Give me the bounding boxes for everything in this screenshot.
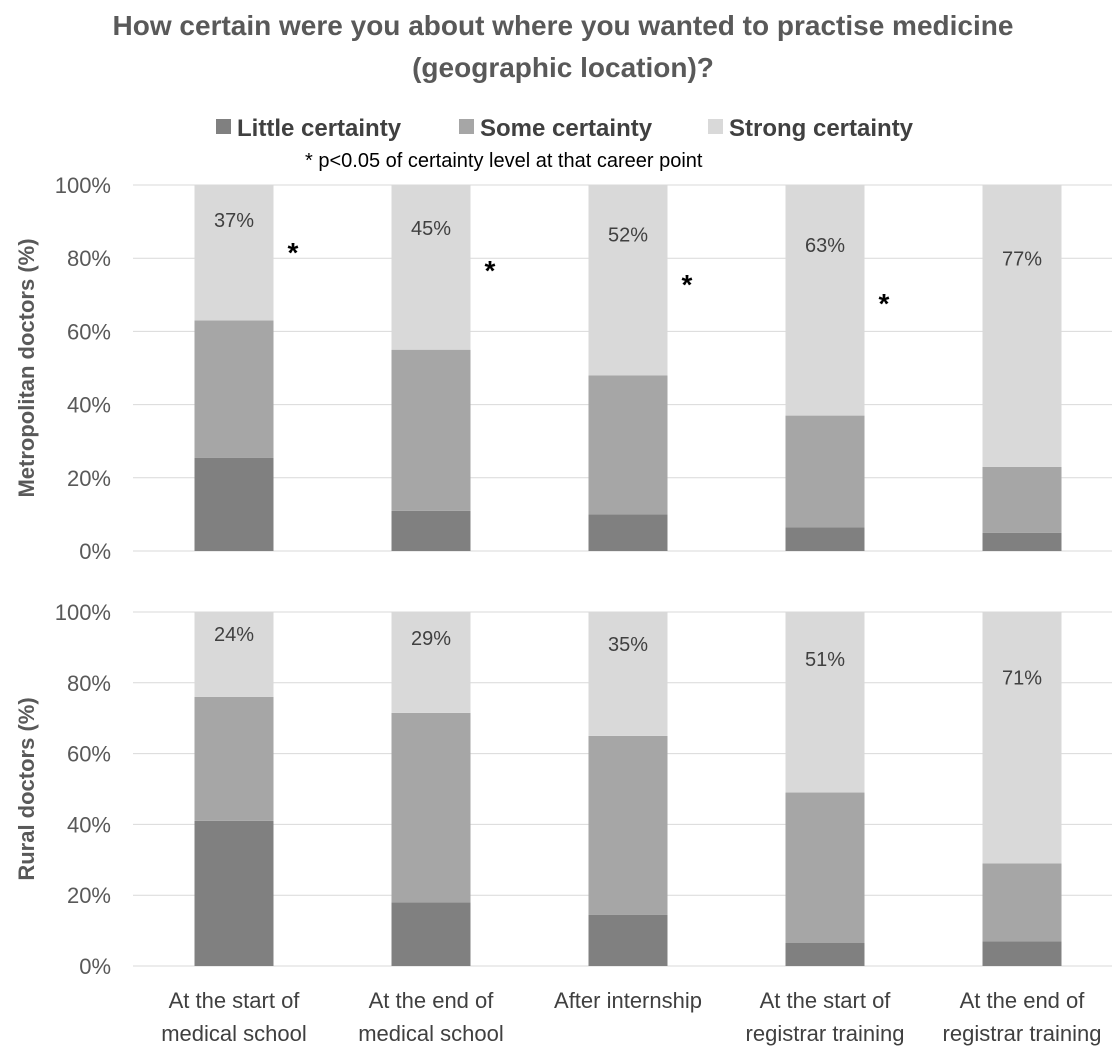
bar-bottom-little-1	[391, 902, 471, 966]
bar-bottom-some-1	[391, 712, 471, 903]
significance-note: * p<0.05 of certainty level at that care…	[305, 150, 703, 172]
legend: Little certainty Some certainty Strong c…	[216, 115, 914, 142]
ytick-top-4: 80%	[67, 246, 111, 271]
bar-bottom-strong-1	[391, 612, 471, 713]
ytick-bottom-0: 0%	[79, 954, 111, 979]
category-label-1-line-1: medical school	[358, 1021, 504, 1046]
data-label-top-2: 52%	[608, 224, 648, 246]
data-label-top-0: 37%	[214, 210, 254, 232]
category-label-3-line-0: At the start of	[760, 988, 892, 1013]
significance-star-top-1: *	[485, 255, 496, 286]
category-label-4-line-0: At the end of	[960, 988, 1086, 1013]
significance-star-top-2: *	[682, 269, 693, 300]
bar-top-little-2	[588, 514, 668, 551]
legend-swatch-some	[459, 119, 474, 134]
data-label-bottom-2: 35%	[608, 634, 648, 656]
ytick-bottom-5: 100%	[55, 600, 111, 625]
bar-top-little-1	[391, 510, 471, 551]
bar-top-strong-0	[194, 185, 274, 321]
category-label-0-line-0: At the start of	[169, 988, 301, 1013]
data-label-bottom-1: 29%	[411, 628, 451, 650]
bar-top-strong-1	[391, 185, 471, 350]
bar-top-little-0	[194, 457, 274, 551]
bar-top-some-0	[194, 320, 274, 458]
ytick-top-1: 20%	[67, 466, 111, 491]
bar-bottom-some-4	[982, 863, 1062, 942]
legend-label-some: Some certainty	[480, 115, 653, 142]
legend-swatch-little	[216, 119, 231, 134]
category-label-3-line-1: registrar training	[746, 1021, 905, 1046]
legend-label-little: Little certainty	[237, 115, 402, 142]
ytick-bottom-3: 60%	[67, 742, 111, 767]
ytick-bottom-1: 20%	[67, 883, 111, 908]
data-label-top-4: 77%	[1002, 248, 1042, 270]
significance-star-top-3: *	[879, 288, 890, 319]
plot-area: 0% 20% 40% 60% 80% 100% 37% * 45% * 52% * 63% * 77% 0% 2…	[55, 173, 1112, 1046]
bar-top-some-4	[982, 466, 1062, 533]
data-label-bottom-0: 24%	[214, 624, 254, 646]
bar-top-strong-4	[982, 185, 1062, 467]
legend-label-strong: Strong certainty	[729, 115, 914, 142]
category-label-0-line-1: medical school	[161, 1021, 307, 1046]
ytick-top-5: 100%	[55, 173, 111, 198]
bar-bottom-some-3	[785, 792, 865, 943]
chart-title-line-2: (geographic location)?	[412, 52, 714, 83]
bar-bottom-little-0	[194, 820, 274, 966]
significance-star-top-0: *	[288, 237, 299, 268]
bar-bottom-strong-0	[194, 612, 274, 697]
data-label-top-1: 45%	[411, 218, 451, 240]
bar-bottom-little-3	[785, 942, 865, 966]
category-label-2-line-0: After internship	[554, 988, 702, 1013]
data-label-bottom-4: 71%	[1002, 667, 1042, 689]
bar-bottom-some-2	[588, 735, 668, 915]
bar-top-some-3	[785, 415, 865, 528]
panel-top-ylabel: Metropolitan doctors (%)	[14, 238, 39, 497]
data-label-bottom-3: 51%	[805, 649, 845, 671]
ytick-bottom-4: 80%	[67, 671, 111, 696]
bar-bottom-some-0	[194, 696, 274, 821]
bar-top-strong-3	[785, 185, 865, 416]
bar-top-little-4	[982, 532, 1062, 551]
bar-top-some-2	[588, 375, 668, 515]
chart-title-line-1: How certain were you about where you wan…	[113, 10, 1014, 41]
bar-bottom-little-4	[982, 941, 1062, 966]
data-label-top-3: 63%	[805, 235, 845, 257]
category-label-1-line-0: At the end of	[369, 988, 495, 1013]
ytick-top-0: 0%	[79, 539, 111, 564]
bar-bottom-strong-2	[588, 612, 668, 736]
bar-top-strong-2	[588, 185, 668, 376]
bar-bottom-little-2	[588, 914, 668, 966]
panel-bottom-ylabel: Rural doctors (%)	[14, 697, 39, 880]
bar-top-little-3	[785, 527, 865, 551]
legend-swatch-strong	[708, 119, 723, 134]
category-label-4-line-1: registrar training	[943, 1021, 1102, 1046]
ytick-top-3: 60%	[67, 319, 111, 344]
bar-bottom-strong-4	[982, 612, 1062, 864]
bar-bottom-strong-3	[785, 612, 865, 793]
ytick-bottom-2: 40%	[67, 812, 111, 837]
bar-top-some-1	[391, 349, 471, 511]
ytick-top-2: 40%	[67, 393, 111, 418]
